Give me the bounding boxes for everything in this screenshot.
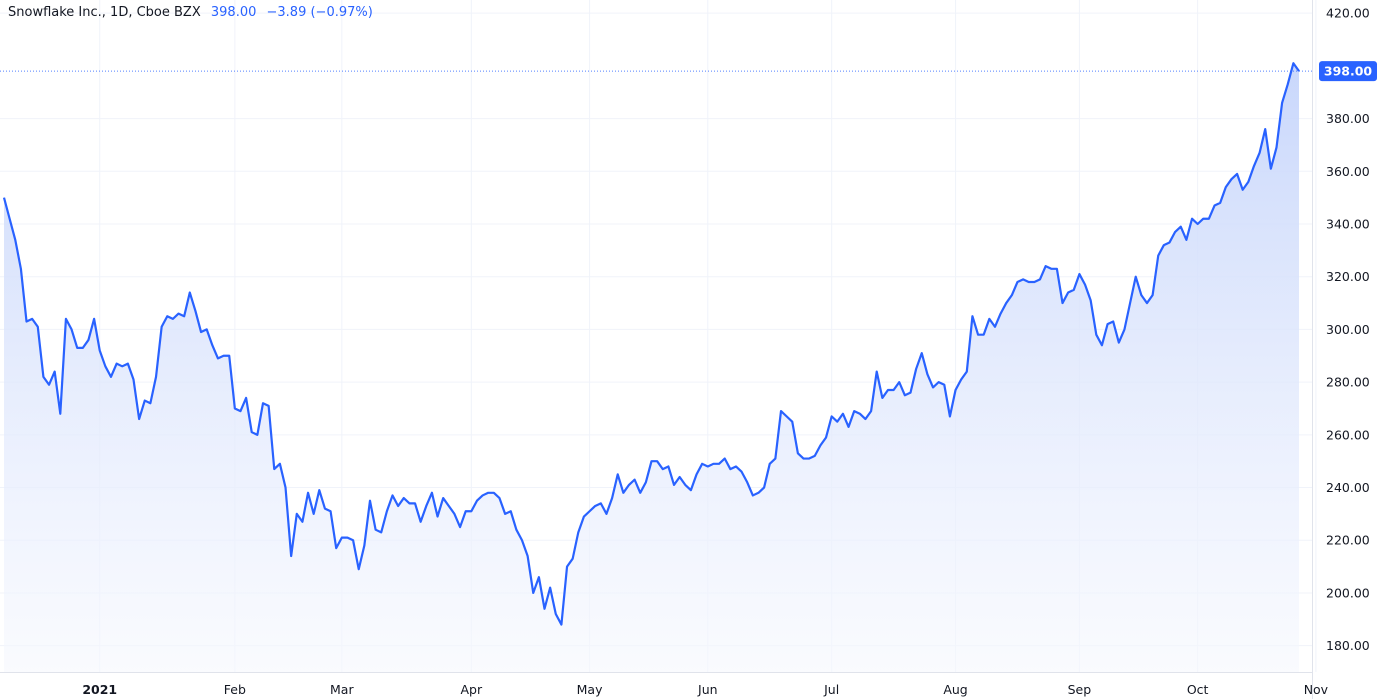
symbol-title: Snowflake Inc., 1D, Cboe BZX xyxy=(8,5,201,20)
series-area xyxy=(4,63,1299,672)
x-tick-label: Sep xyxy=(1068,682,1092,697)
x-tick-label: Jun xyxy=(697,682,718,697)
x-tick-label: 2021 xyxy=(82,682,117,697)
x-tick-label: Aug xyxy=(943,682,967,697)
y-tick-label: 260.00 xyxy=(1326,427,1370,442)
x-tick-label: Feb xyxy=(224,682,246,697)
price-change-value: −3.89 (−0.97%) xyxy=(266,5,373,20)
y-tick-label: 320.00 xyxy=(1326,269,1370,284)
last-price-value: 398.00 xyxy=(210,5,257,20)
y-tick-label: 420.00 xyxy=(1326,6,1370,21)
y-tick-label: 180.00 xyxy=(1326,638,1370,653)
y-tick-label: 300.00 xyxy=(1326,322,1370,337)
y-tick-label: 200.00 xyxy=(1326,585,1370,600)
y-tick-label: 240.00 xyxy=(1326,480,1370,495)
y-tick-label: 340.00 xyxy=(1326,217,1370,232)
y-tick-label: 220.00 xyxy=(1326,533,1370,548)
series-line xyxy=(2,62,1300,626)
plot-area xyxy=(2,62,1300,672)
x-tick-label: May xyxy=(577,682,603,697)
x-tick-label: Oct xyxy=(1187,682,1209,697)
x-tick-label: Apr xyxy=(461,682,483,697)
current-price-tag-label: 398.00 xyxy=(1324,64,1373,79)
x-tick-label: Nov xyxy=(1304,682,1329,697)
price-tags: 398.00 xyxy=(0,61,1377,82)
x-tick-label: Jul xyxy=(823,682,839,697)
x-tick-label: Mar xyxy=(330,682,354,697)
y-tick-label: 280.00 xyxy=(1326,375,1370,390)
y-tick-label: 360.00 xyxy=(1326,164,1370,179)
symbol-legend: Snowflake Inc., 1D, Cboe BZX 398.00 −3.8… xyxy=(8,5,373,20)
current-price-tag xyxy=(1319,61,1377,82)
y-tick-label: 380.00 xyxy=(1326,111,1370,126)
